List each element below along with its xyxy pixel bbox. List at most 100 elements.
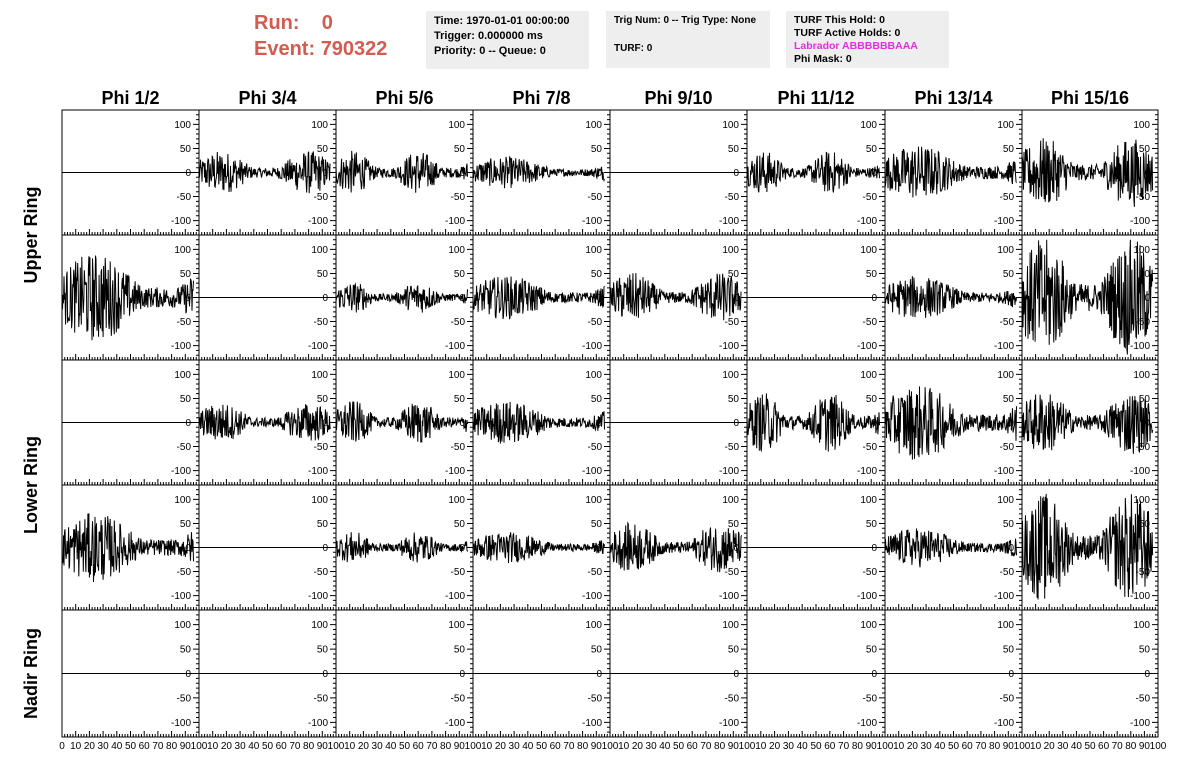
x-tick-label: 20 xyxy=(907,741,919,752)
y-tick-marks xyxy=(467,114,473,231)
y-tick-label: 100 xyxy=(448,120,465,131)
y-tick-label: -100 xyxy=(582,591,602,602)
y-tick-label: -50 xyxy=(451,192,466,203)
y-tick-label: 100 xyxy=(311,495,328,506)
y-tick-marks xyxy=(1016,489,1022,606)
y-tick-label: 50 xyxy=(728,394,740,405)
y-tick-label: 50 xyxy=(728,269,740,280)
waveform-trace xyxy=(1021,394,1154,454)
x-tick-label: 20 xyxy=(632,741,644,752)
y-tick-label: 50 xyxy=(1139,144,1151,155)
y-tick-label: 50 xyxy=(866,519,878,530)
y-tick-label: -100 xyxy=(719,466,739,477)
y-tick-label: -50 xyxy=(177,317,192,328)
y-tick-label: 50 xyxy=(591,519,603,530)
priority-text: Priority: 0 -- Queue: 0 xyxy=(434,45,546,57)
y-tick-label: 50 xyxy=(180,519,192,530)
x-tick-marks xyxy=(884,229,1023,235)
x-tick-label: 40 xyxy=(659,741,671,752)
y-tick-label: 0 xyxy=(185,168,191,179)
y-tick-label: 100 xyxy=(1133,495,1150,506)
y-tick-label: 100 xyxy=(311,370,328,381)
x-tick-marks xyxy=(198,731,337,737)
y-tick-label: -50 xyxy=(177,192,192,203)
y-tick-label: -50 xyxy=(863,192,878,203)
x-tick-label: 60 xyxy=(550,741,562,752)
waveform-trace xyxy=(609,521,742,573)
y-tick-label: 100 xyxy=(722,620,739,631)
x-tick-marks xyxy=(472,479,611,485)
event-label: Event: xyxy=(254,38,316,60)
y-tick-label: 50 xyxy=(1003,394,1015,405)
y-tick-label: 100 xyxy=(860,120,877,131)
x-tick-label: 60 xyxy=(687,741,699,752)
x-tick-label: 30 xyxy=(509,741,521,752)
y-tick-label: 50 xyxy=(866,144,878,155)
x-tick-label: 50 xyxy=(810,741,822,752)
y-tick-marks xyxy=(879,239,885,356)
column-title: Phi 13/14 xyxy=(914,88,992,108)
y-tick-label: 50 xyxy=(317,645,329,656)
trigger-text: Trigger: 0.000000 ms xyxy=(434,30,543,42)
waveform-trace xyxy=(1021,138,1154,207)
y-tick-label: 0 xyxy=(185,543,191,554)
y-tick-label: -50 xyxy=(1000,442,1015,453)
x-tick-label: 80 xyxy=(714,741,726,752)
y-tick-label: 0 xyxy=(871,293,877,304)
x-tick-label: 70 xyxy=(1112,741,1124,752)
y-tick-label: 0 xyxy=(733,168,739,179)
y-tick-label: 100 xyxy=(722,370,739,381)
y-tick-label: -100 xyxy=(445,466,465,477)
y-tick-label: -100 xyxy=(582,466,602,477)
y-tick-label: -100 xyxy=(171,591,191,602)
waveform-trace xyxy=(61,513,194,583)
y-tick-marks xyxy=(1152,614,1158,733)
y-tick-label: 0 xyxy=(185,669,191,680)
y-tick-label: -100 xyxy=(1130,466,1150,477)
y-tick-label: -50 xyxy=(1000,567,1015,578)
waveform-trace xyxy=(472,401,605,444)
waveform-trace xyxy=(61,255,194,341)
column-title: Phi 11/12 xyxy=(777,88,854,108)
x-tick-label: 10 xyxy=(70,741,82,752)
x-tick-label: 60 xyxy=(276,741,288,752)
x-tick-marks xyxy=(884,604,1023,610)
y-tick-marks xyxy=(1152,239,1158,356)
y-tick-marks xyxy=(193,114,199,231)
y-tick-label: 0 xyxy=(733,669,739,680)
x-tick-label: 50 xyxy=(262,741,274,752)
y-tick-label: 50 xyxy=(1139,269,1151,280)
y-tick-label: -50 xyxy=(451,567,466,578)
y-tick-label: 50 xyxy=(454,269,466,280)
y-tick-label: -100 xyxy=(994,591,1014,602)
y-tick-label: 100 xyxy=(174,620,191,631)
column-title: Phi 5/6 xyxy=(375,88,433,108)
y-tick-label: 100 xyxy=(448,245,465,256)
y-tick-label: 0 xyxy=(1144,669,1150,680)
x-tick-label: 100 xyxy=(1150,741,1167,752)
y-tick-label: -50 xyxy=(1000,693,1015,704)
y-tick-label: 100 xyxy=(585,370,602,381)
y-tick-label: -100 xyxy=(719,718,739,729)
y-tick-marks xyxy=(879,614,885,733)
y-tick-label: 100 xyxy=(448,620,465,631)
x-tick-label: 60 xyxy=(139,741,151,752)
waveform-trace xyxy=(884,146,1017,198)
y-tick-label: 100 xyxy=(311,620,328,631)
y-tick-label: 0 xyxy=(459,669,465,680)
waveform-trace xyxy=(746,151,880,193)
y-tick-label: -50 xyxy=(863,567,878,578)
y-tick-label: 50 xyxy=(866,645,878,656)
x-tick-label: 30 xyxy=(235,741,247,752)
y-tick-marks xyxy=(1016,239,1022,356)
y-tick-label: -50 xyxy=(177,442,192,453)
column-title: Phi 9/10 xyxy=(644,88,712,108)
column-title: Phi 7/8 xyxy=(512,88,570,108)
y-tick-label: -50 xyxy=(314,567,329,578)
y-tick-label: -100 xyxy=(857,466,877,477)
waveform-trace xyxy=(472,532,605,564)
y-tick-label: 50 xyxy=(728,144,740,155)
x-tick-marks xyxy=(335,354,474,360)
x-tick-marks xyxy=(335,479,474,485)
y-tick-label: -100 xyxy=(857,718,877,729)
